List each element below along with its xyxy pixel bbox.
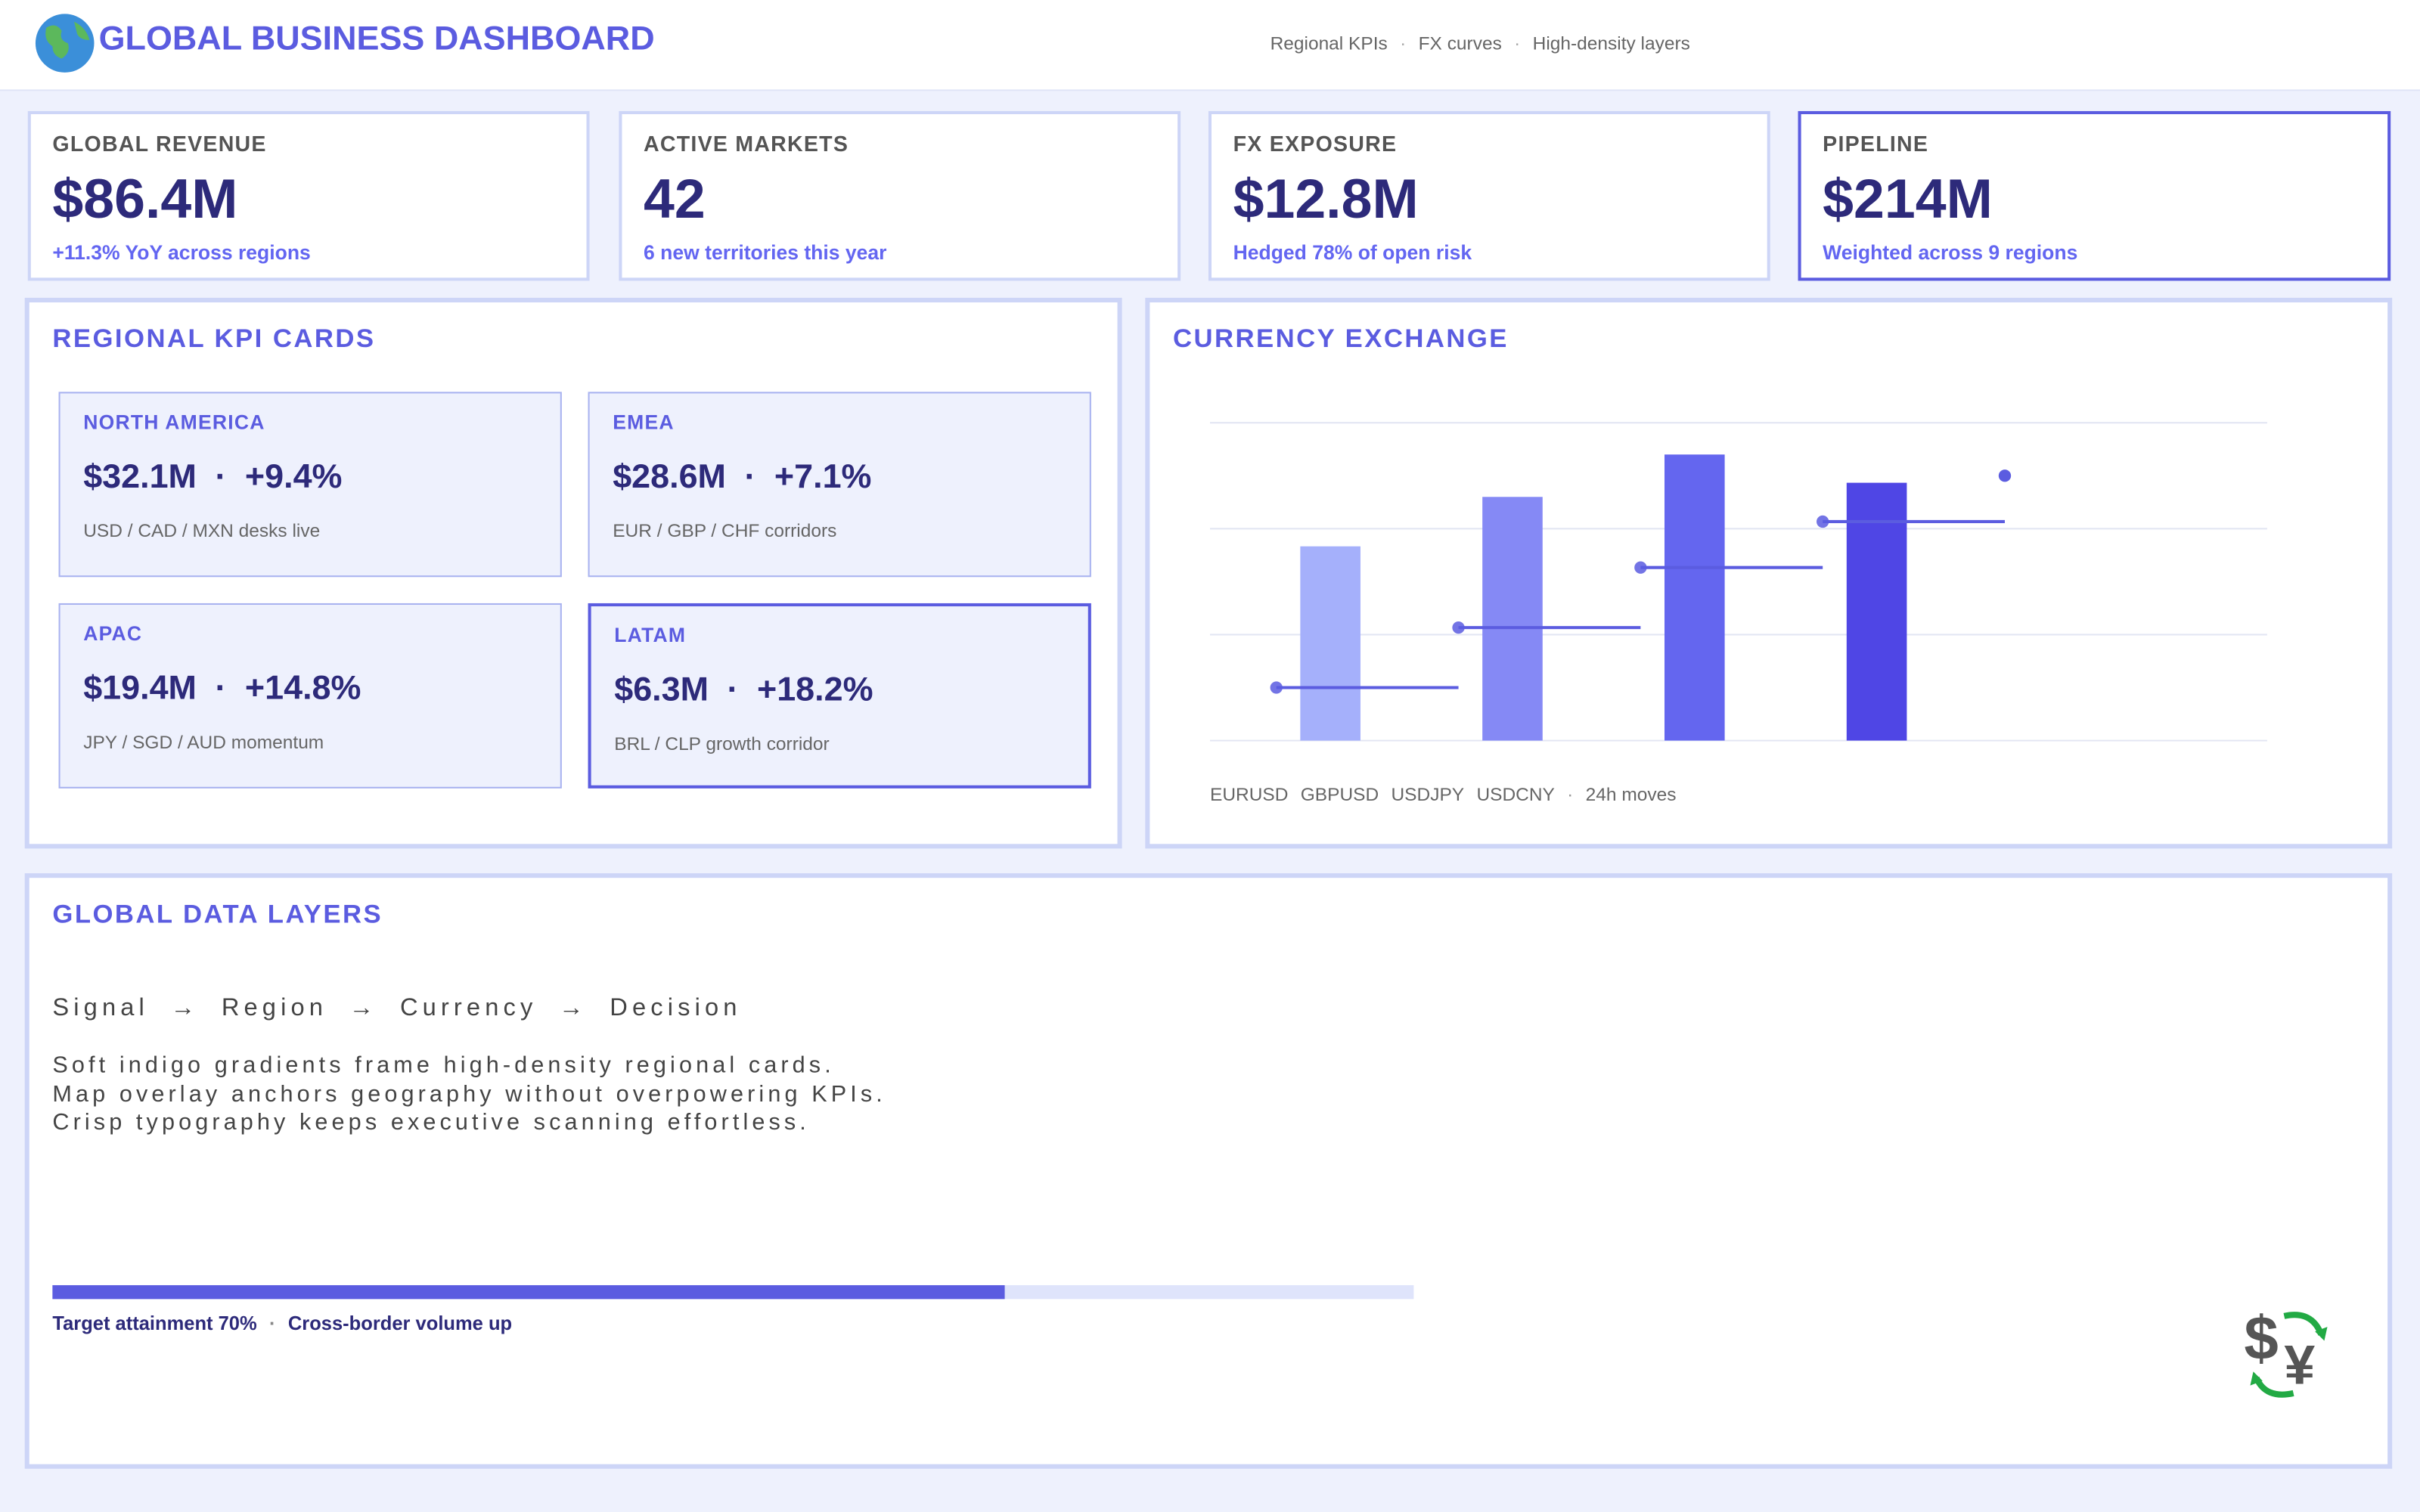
text-line: Soft indigo gradients frame high-density… xyxy=(52,1052,835,1079)
region-name: APAC xyxy=(83,621,143,646)
region-change: +9.4% xyxy=(244,457,343,496)
category-label: USDJPY xyxy=(1391,783,1465,806)
globe-icon xyxy=(35,14,95,73)
arrow: → xyxy=(170,995,200,1022)
trend-point xyxy=(1817,515,1829,528)
progress-label: Target attainment 70% · Cross-border volum… xyxy=(52,1312,513,1335)
bar xyxy=(1846,482,1907,741)
region-name: LATAM xyxy=(614,623,687,647)
kpi-card: PIPELINE $214M Weighted across 9 regions xyxy=(1798,110,2391,281)
header: GLOBAL BUSINESS DASHBOARD Regional KPIs ·… xyxy=(0,0,2420,91)
trend-point xyxy=(1998,469,2012,482)
svg-text:¥: ¥ xyxy=(2284,1334,2315,1396)
kpi-value: $86.4M xyxy=(52,166,238,231)
bar xyxy=(1482,497,1543,741)
region-change: +7.1% xyxy=(774,457,872,496)
trend-point xyxy=(1270,681,1283,694)
caption: 24h moves xyxy=(1585,783,1677,806)
tag: High-density layers xyxy=(1532,32,1690,54)
category-label: EURUSD xyxy=(1209,783,1289,806)
text-line: Crisp typography keeps executive scannin… xyxy=(52,1109,810,1136)
panel-title: GLOBAL DATA LAYERS xyxy=(52,899,383,929)
kpi-card: ACTIVE MARKETS 42 6 new territories this y… xyxy=(619,110,1181,281)
bar xyxy=(1300,546,1360,741)
separator: · xyxy=(1400,32,1407,54)
region-value: $32.1M xyxy=(83,457,197,496)
header-tags: Regional KPIs · FX curves · High-density lay… xyxy=(1270,33,1690,54)
kpi-note: +11.3% YoY across regions xyxy=(52,240,311,264)
flow-step: Decision xyxy=(610,995,742,1022)
trend-point xyxy=(1634,561,1647,574)
kpi-card: FX EXPOSURE $12.8M Hedged 78% of open risk xyxy=(1208,110,1770,281)
separator: · xyxy=(744,457,756,496)
kpi-value: $214M xyxy=(1823,166,1993,231)
fx-chart xyxy=(1209,422,2267,742)
region-name: NORTH AMERICA xyxy=(83,410,265,434)
kpi-value: $12.8M xyxy=(1233,166,1419,231)
description: Soft indigo gradients frame high-density… xyxy=(52,1052,886,1138)
note: Cross-border volume up xyxy=(287,1312,513,1335)
app-title: GLOBAL BUSINESS DASHBOARD xyxy=(98,18,655,57)
text-line: Map overlay anchors geography without ov… xyxy=(52,1080,886,1108)
kpi-label: ACTIVE MARKETS xyxy=(644,131,849,156)
region-value: $19.4M xyxy=(83,668,197,707)
region-metrics: $6.3M · +18.2% xyxy=(614,670,873,710)
arrow: → xyxy=(558,995,588,1022)
trend-point xyxy=(1452,621,1465,634)
region-value: $6.3M xyxy=(614,669,709,708)
category-label: GBPUSD xyxy=(1300,783,1379,806)
separator: · xyxy=(1567,783,1574,806)
flow-step: Region xyxy=(221,995,328,1022)
arrow: → xyxy=(349,995,379,1022)
kpi-note: Weighted across 9 regions xyxy=(1823,240,2078,264)
tag: FX curves xyxy=(1418,32,1502,54)
region-note: USD / CAD / MXN desks live xyxy=(83,519,321,542)
region-metrics: $19.4M · +14.8% xyxy=(83,668,361,708)
region-name: EMEA xyxy=(613,410,675,434)
region-note: BRL / CLP growth corridor xyxy=(614,733,830,754)
panel-title: REGIONAL KPI CARDS xyxy=(52,324,376,354)
region-card: APAC $19.4M · +14.8% JPY / SGD / AUD momentu… xyxy=(58,603,562,789)
region-metrics: $28.6M · +7.1% xyxy=(613,457,871,497)
region-card: NORTH AMERICA $32.1M · +9.4% USD / CAD / MXN… xyxy=(58,392,562,578)
flow-step: Currency xyxy=(399,995,538,1022)
kpi-value: 42 xyxy=(644,166,706,231)
region-card: LATAM $6.3M · +18.2% BRL / CLP growth corrid… xyxy=(588,603,1091,789)
flow: Signal → Region → Currency → Decision xyxy=(52,995,741,1023)
separator: · xyxy=(215,668,227,707)
kpi-label: FX EXPOSURE xyxy=(1233,131,1398,156)
panel-title: CURRENCY EXCHANGE xyxy=(1173,324,1509,354)
fx-caption: EURUSD GBPUSD USDJPY USDCNY · 24h moves xyxy=(1210,784,1676,806)
separator: · xyxy=(1514,32,1521,54)
region-metrics: $32.1M · +9.4% xyxy=(83,457,342,497)
layers-panel: GLOBAL DATA LAYERS xyxy=(24,873,2393,1469)
kpi-card: GLOBAL REVENUE $86.4M +11.3% YoY across re… xyxy=(27,110,590,281)
progress-track xyxy=(52,1284,1414,1300)
flow-step: Signal xyxy=(52,995,149,1022)
kpi-note: 6 new territories this year xyxy=(644,240,887,264)
region-note: JPY / SGD / AUD momentum xyxy=(83,731,324,753)
region-change: +14.8% xyxy=(244,668,361,707)
separator: · xyxy=(215,457,227,496)
label: Target attainment 70% xyxy=(52,1312,257,1335)
kpi-label: PIPELINE xyxy=(1823,131,1929,156)
region-card: EMEA $28.6M · +7.1% EUR / GBP / CHF corridor… xyxy=(588,392,1091,578)
svg-text:$: $ xyxy=(2244,1304,2278,1373)
separator: · xyxy=(727,669,739,708)
region-change: +18.2% xyxy=(756,669,873,708)
kpi-note: Hedged 78% of open risk xyxy=(1233,240,1472,264)
region-note: EUR / GBP / CHF corridors xyxy=(613,519,837,542)
progress-fill xyxy=(52,1284,1006,1300)
bar xyxy=(1665,454,1725,741)
tag: Regional KPIs xyxy=(1270,32,1388,54)
category-label: USDCNY xyxy=(1476,783,1555,806)
region-value: $28.6M xyxy=(613,457,726,496)
exchange-icon: $ ¥ xyxy=(2244,1304,2328,1398)
kpi-label: GLOBAL REVENUE xyxy=(52,131,267,156)
